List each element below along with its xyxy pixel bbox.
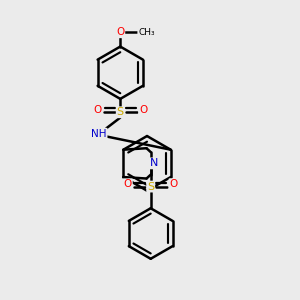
Text: O: O: [124, 179, 132, 189]
Text: S: S: [117, 107, 124, 117]
Text: O: O: [93, 105, 101, 115]
Text: S: S: [147, 182, 154, 192]
Text: O: O: [116, 27, 124, 37]
Text: O: O: [169, 179, 178, 189]
Text: N: N: [150, 158, 158, 168]
Text: CH₃: CH₃: [138, 28, 155, 37]
Text: O: O: [139, 105, 147, 115]
Text: NH: NH: [91, 129, 106, 139]
